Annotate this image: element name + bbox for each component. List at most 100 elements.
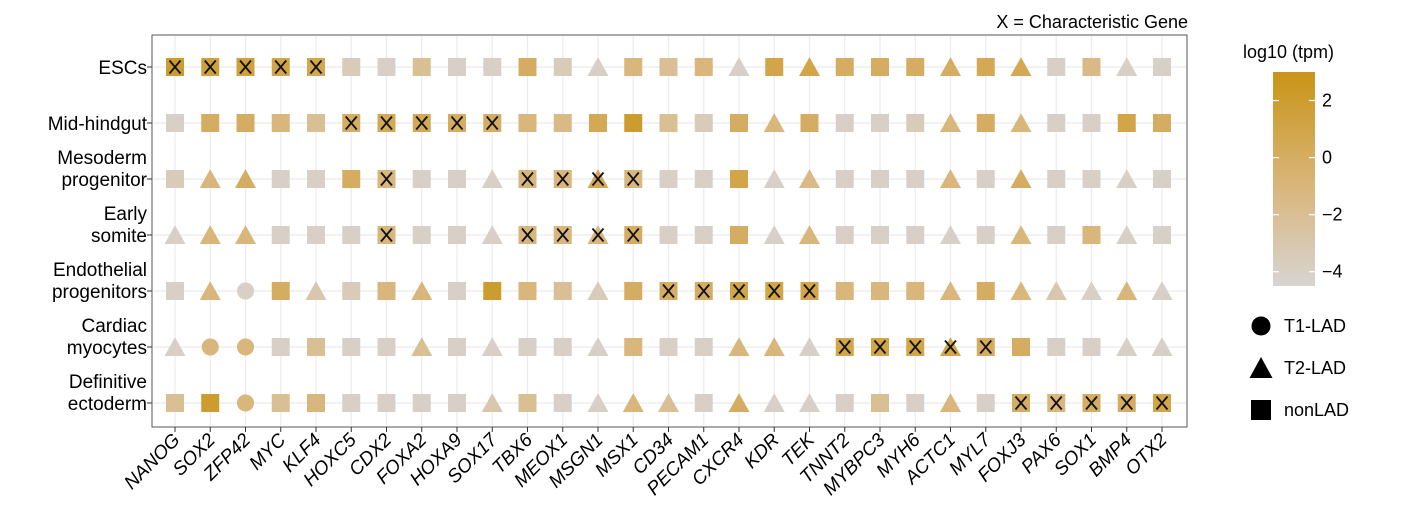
- triangle-mark: [940, 113, 961, 132]
- square-mark: [518, 58, 537, 76]
- triangle-mark: [1010, 57, 1032, 76]
- data-marks: [164, 57, 1173, 412]
- characteristic-mark: [1120, 395, 1133, 411]
- square-mark: [694, 170, 713, 188]
- square-mark: [377, 282, 396, 300]
- triangle-mark: [940, 281, 961, 300]
- square-mark: [1153, 114, 1171, 132]
- square-mark: [1047, 338, 1066, 356]
- triangle-mark: [305, 281, 327, 300]
- triangle-mark: [481, 169, 503, 188]
- cell-type-label: Mid-hindgut: [48, 114, 148, 135]
- square-mark: [871, 282, 889, 300]
- square-mark: [412, 170, 431, 188]
- triangle-mark: [411, 281, 433, 300]
- triangle-mark: [1116, 225, 1138, 244]
- characteristic-gene-note: X = Characteristic Gene: [996, 12, 1188, 32]
- square-mark: [553, 394, 572, 412]
- square-mark: [448, 58, 466, 76]
- characteristic-mark: [380, 115, 393, 131]
- cell-type-label: progenitors: [52, 282, 147, 303]
- characteristic-mark: [662, 283, 675, 299]
- square-mark: [906, 58, 925, 76]
- color-tick-label: 2: [1322, 91, 1332, 111]
- characteristic-mark: [274, 59, 287, 75]
- square-mark: [553, 338, 572, 356]
- square-mark: [166, 282, 184, 300]
- square-mark: [342, 226, 361, 244]
- characteristic-mark: [345, 115, 358, 131]
- square-mark: [871, 394, 889, 412]
- square-mark: [483, 282, 502, 300]
- triangle-mark: [1151, 281, 1173, 300]
- characteristic-mark: [591, 171, 605, 187]
- square-mark: [906, 282, 925, 300]
- triangle-mark: [799, 393, 820, 412]
- square-mark: [871, 170, 889, 188]
- square-mark: [412, 394, 431, 412]
- characteristic-mark: [768, 283, 781, 299]
- color-tick-label: −4: [1322, 262, 1343, 282]
- square-mark: [730, 226, 748, 244]
- square-mark: [871, 226, 889, 244]
- characteristic-mark: [1050, 395, 1063, 411]
- triangle-mark: [587, 337, 609, 356]
- triangle-mark: [587, 281, 609, 300]
- square-mark: [518, 114, 537, 132]
- square-mark: [659, 170, 678, 188]
- triangle-mark: [235, 225, 256, 244]
- square-mark: [976, 114, 995, 132]
- square-mark: [1047, 170, 1066, 188]
- square-mark: [1153, 58, 1171, 76]
- shape-legend: T1-LAD T2-LAD nonLAD: [1249, 316, 1349, 420]
- cell-type-label: Endothelial: [53, 260, 147, 281]
- square-mark: [518, 394, 537, 412]
- color-legend-title: log10 (tpm): [1243, 42, 1334, 62]
- cell-type-label: Mesoderm: [57, 148, 147, 169]
- gene-label: KDR: [741, 429, 784, 472]
- square-mark: [448, 282, 466, 300]
- triangle-mark: [763, 337, 785, 356]
- triangle-mark: [763, 113, 785, 132]
- square-mark: [342, 394, 361, 412]
- square-mark: [342, 58, 361, 76]
- triangle-mark: [658, 393, 679, 412]
- square-mark: [271, 114, 290, 132]
- characteristic-mark: [1155, 395, 1169, 411]
- triangle-mark: [940, 169, 961, 188]
- square-mark: [1117, 114, 1136, 132]
- characteristic-mark: [803, 283, 816, 299]
- square-mark: [589, 114, 607, 132]
- square-mark: [236, 114, 255, 132]
- characteristic-mark: [415, 115, 428, 131]
- square-mark: [871, 114, 889, 132]
- shape-legend-label: T1-LAD: [1284, 316, 1346, 336]
- triangle-mark: [1116, 57, 1138, 76]
- color-bar: [1273, 72, 1315, 286]
- square-mark: [1047, 226, 1066, 244]
- square-mark: [271, 282, 290, 300]
- square-mark: [835, 282, 854, 300]
- characteristic-mark: [556, 227, 569, 243]
- square-mark: [624, 282, 643, 300]
- characteristic-mark: [309, 59, 323, 75]
- triangle-mark: [940, 393, 961, 412]
- square-mark: [342, 170, 361, 188]
- cell-type-label: ESCs: [98, 58, 147, 79]
- characteristic-mark: [1085, 395, 1098, 411]
- square-mark: [1082, 338, 1101, 356]
- triangle-mark: [763, 225, 785, 244]
- square-mark: [448, 226, 466, 244]
- square-mark: [412, 58, 431, 76]
- circle-mark: [236, 282, 255, 300]
- square-mark: [659, 114, 678, 132]
- square-mark: [1047, 114, 1066, 132]
- characteristic-mark: [380, 227, 393, 243]
- square-mark: [765, 58, 784, 76]
- square-mark: [166, 114, 184, 132]
- square-mark: [906, 114, 925, 132]
- triangle-mark: [799, 337, 820, 356]
- circle-mark: [1251, 316, 1271, 336]
- triangle-mark: [1010, 225, 1032, 244]
- square-mark: [1047, 58, 1066, 76]
